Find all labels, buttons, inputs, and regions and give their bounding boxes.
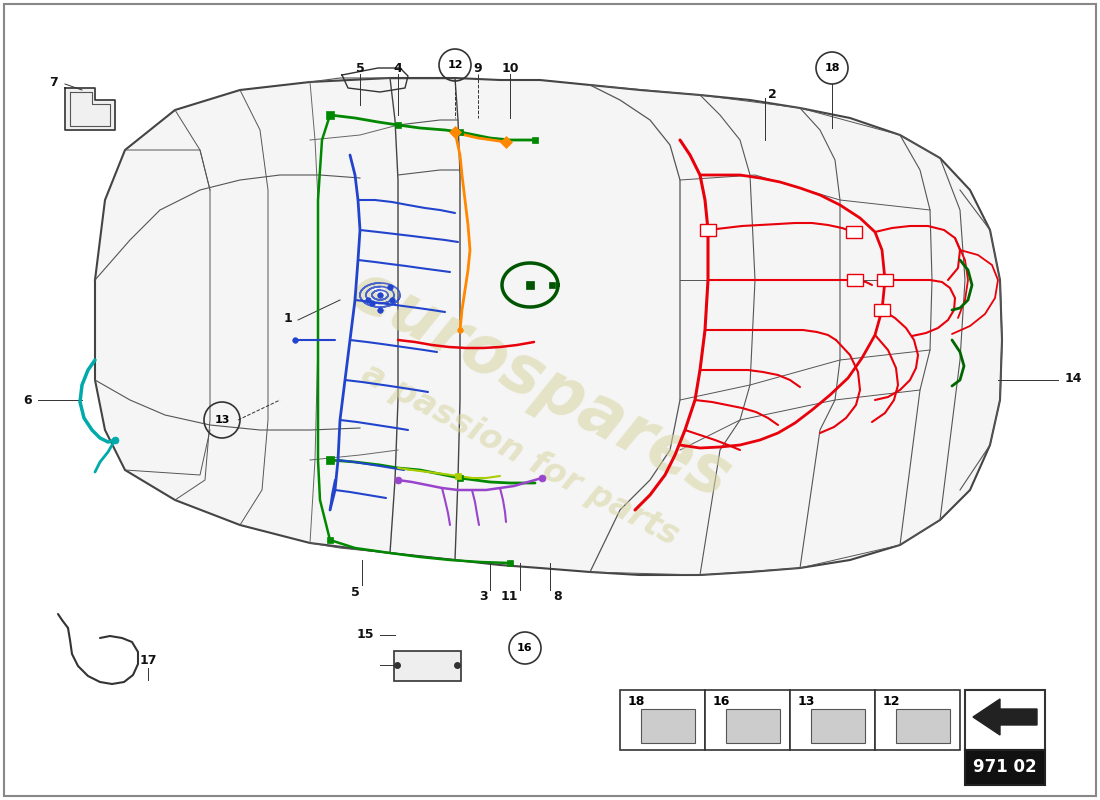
Text: 12: 12 (448, 60, 463, 70)
Text: 12: 12 (883, 695, 901, 708)
FancyBboxPatch shape (726, 709, 780, 743)
Text: 5: 5 (355, 62, 364, 74)
FancyBboxPatch shape (790, 690, 874, 750)
Text: 13: 13 (798, 695, 815, 708)
FancyBboxPatch shape (965, 750, 1045, 785)
Text: 6: 6 (23, 394, 32, 406)
FancyBboxPatch shape (811, 709, 865, 743)
Text: 971 02: 971 02 (974, 758, 1037, 776)
Text: 4: 4 (394, 62, 403, 74)
Polygon shape (95, 78, 1002, 575)
FancyBboxPatch shape (896, 709, 950, 743)
Text: 16: 16 (713, 695, 730, 708)
Text: 17: 17 (140, 654, 156, 666)
FancyBboxPatch shape (877, 274, 893, 286)
Text: 14: 14 (1065, 371, 1082, 385)
Text: 9: 9 (474, 62, 482, 74)
Polygon shape (974, 699, 1037, 735)
Text: 10: 10 (502, 62, 519, 74)
Text: 18: 18 (824, 63, 839, 73)
Text: 11: 11 (500, 590, 518, 602)
Text: 18: 18 (628, 695, 646, 708)
FancyBboxPatch shape (874, 690, 960, 750)
FancyBboxPatch shape (846, 226, 862, 238)
Text: eurospares: eurospares (339, 257, 741, 513)
Text: 15: 15 (356, 629, 374, 642)
Text: 16: 16 (517, 643, 532, 653)
Text: 5: 5 (351, 586, 360, 598)
Text: 3: 3 (480, 590, 488, 602)
Text: 2: 2 (768, 87, 777, 101)
FancyBboxPatch shape (394, 651, 461, 681)
FancyBboxPatch shape (620, 690, 705, 750)
FancyBboxPatch shape (700, 224, 716, 236)
Text: 8: 8 (553, 590, 562, 602)
FancyBboxPatch shape (874, 304, 890, 316)
Text: 1: 1 (284, 311, 292, 325)
FancyBboxPatch shape (641, 709, 695, 743)
Text: a passion for parts: a passion for parts (356, 358, 684, 553)
FancyBboxPatch shape (847, 274, 864, 286)
Text: 7: 7 (50, 75, 58, 89)
Polygon shape (65, 88, 116, 130)
FancyBboxPatch shape (965, 690, 1045, 750)
Text: 13: 13 (214, 415, 230, 425)
FancyBboxPatch shape (705, 690, 790, 750)
